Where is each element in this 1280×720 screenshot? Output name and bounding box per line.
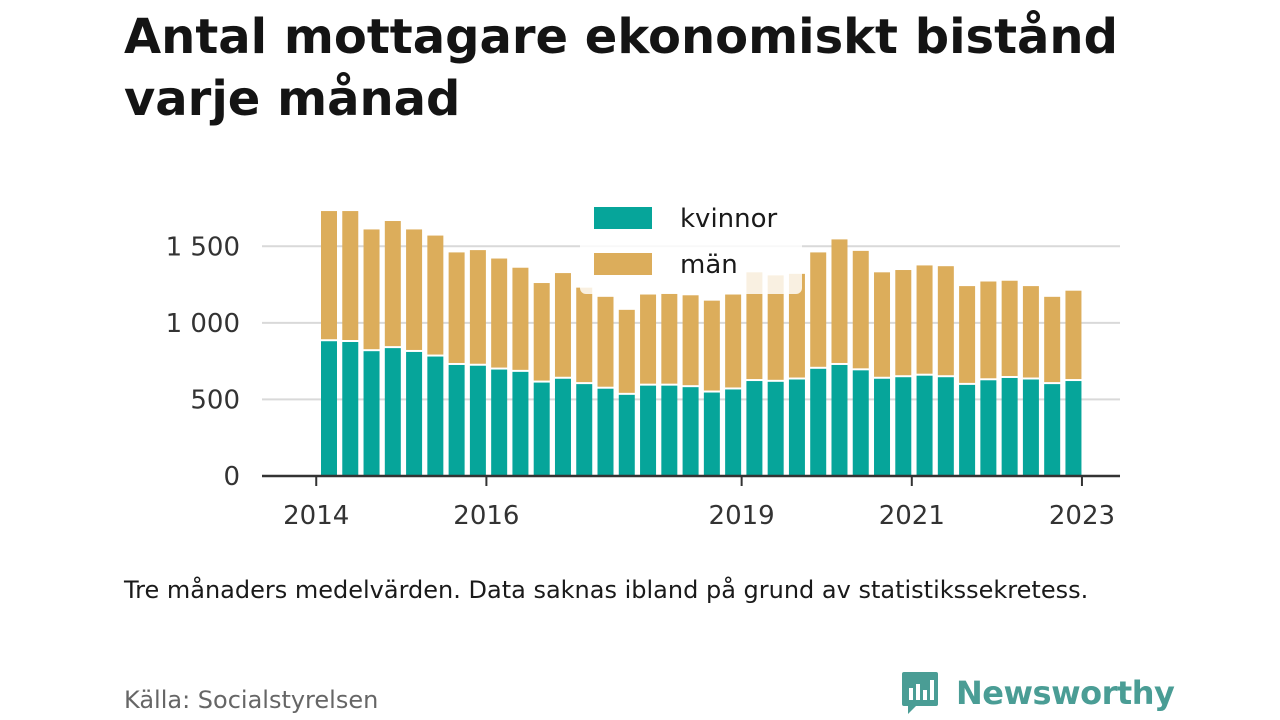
bar-kvinnor (1065, 381, 1082, 476)
bar-man (895, 270, 912, 376)
bar-kvinnor (469, 365, 486, 476)
bar-kvinnor (512, 371, 529, 476)
bar-kvinnor (852, 370, 869, 476)
bar-man (980, 281, 997, 379)
bar-kvinnor (576, 384, 593, 476)
chart-title: Antal mottagare ekonomiskt bistånd varje… (124, 9, 1118, 127)
bar-kvinnor (831, 364, 848, 476)
bar-kvinnor (874, 378, 891, 476)
bar-man (916, 265, 933, 374)
bar-man (342, 211, 359, 340)
legend-label: män (680, 250, 738, 280)
bar-man (852, 250, 869, 369)
bar-kvinnor (767, 381, 784, 476)
bar-man (512, 267, 529, 370)
bars (321, 211, 1082, 476)
bar-man (1001, 280, 1018, 376)
bar-kvinnor (427, 356, 444, 476)
bar-man (937, 266, 954, 376)
y-tick-label: 1 000 (166, 309, 240, 339)
bar-kvinnor (406, 351, 423, 476)
x-tick-label: 2019 (709, 501, 775, 531)
bar-kvinnor (1022, 379, 1039, 476)
bar-kvinnor (448, 364, 465, 476)
bar-man (321, 211, 337, 340)
bar-kvinnor (895, 377, 912, 476)
bar-man (788, 273, 805, 378)
x-tick-label: 2021 (879, 501, 945, 531)
bar-kvinnor (703, 392, 720, 476)
bar-man (427, 235, 444, 355)
bar-man (554, 273, 571, 377)
legend-swatch (594, 253, 652, 275)
bar-man (640, 294, 657, 384)
bar-kvinnor (725, 389, 742, 476)
brand[interactable]: Newsworthy (900, 670, 1175, 716)
bar-kvinnor (980, 380, 997, 476)
y-tick-label: 1 500 (166, 232, 240, 262)
bar-kvinnor (321, 341, 337, 476)
bar-kvinnor (384, 348, 401, 476)
bar-kvinnor (916, 375, 933, 476)
bar-man (810, 252, 827, 367)
x-tick-label: 2023 (1049, 501, 1115, 531)
bar-man (384, 221, 401, 347)
bar-man (1044, 296, 1061, 383)
bar-man (831, 239, 848, 363)
bar-man (767, 275, 784, 380)
bar-man (363, 229, 380, 350)
y-tick-label: 500 (190, 385, 240, 415)
bar-man (874, 272, 891, 377)
x-tick-label: 2016 (453, 501, 519, 531)
bar-man (576, 287, 593, 383)
bar-man (959, 286, 976, 383)
bar-kvinnor (363, 351, 380, 476)
bar-kvinnor (342, 342, 359, 476)
chart-note: Tre månaders medelvärden. Data saknas ib… (124, 576, 1089, 604)
bar-man (703, 300, 720, 391)
bar-kvinnor (554, 378, 571, 476)
bar-man (597, 296, 614, 387)
y-tick-label: 0 (223, 462, 240, 492)
source-label: Källa: Socialstyrelsen (124, 686, 379, 714)
bar-man (491, 258, 508, 368)
legend: kvinnor män (580, 194, 802, 294)
bar-kvinnor (937, 377, 954, 476)
bar-kvinnor (533, 382, 550, 476)
bar-man (469, 250, 486, 364)
bar-man (448, 252, 465, 363)
x-tick-label: 2014 (283, 501, 349, 531)
bar-kvinnor (491, 369, 508, 476)
bar-kvinnor (810, 368, 827, 476)
bar-kvinnor (1044, 384, 1061, 476)
bar-man (1065, 290, 1082, 380)
bar-kvinnor (959, 384, 976, 476)
legend-label: kvinnor (680, 204, 778, 234)
bar-kvinnor (618, 394, 635, 476)
bar-kvinnor (682, 387, 699, 476)
bar-kvinnor (640, 385, 657, 476)
bar-kvinnor (597, 388, 614, 476)
bar-kvinnor (788, 379, 805, 476)
legend-swatch (594, 207, 652, 229)
bar-man (725, 294, 742, 388)
bar-man (682, 295, 699, 386)
bar-kvinnor (661, 385, 678, 476)
axes: 0 500 1 000 1 500 2014 2016 2019 2021 2023 (166, 232, 1120, 531)
bar-man (661, 293, 678, 384)
brand-name: Newsworthy (956, 674, 1175, 712)
bar-kvinnor (1001, 377, 1018, 476)
bar-man (618, 309, 635, 393)
bar-man (1022, 286, 1039, 378)
newsworthy-logo-icon (902, 672, 938, 714)
bar-kvinnor (746, 381, 763, 476)
bar-man (533, 283, 550, 381)
bar-man (406, 229, 423, 350)
bar-man (746, 272, 763, 380)
